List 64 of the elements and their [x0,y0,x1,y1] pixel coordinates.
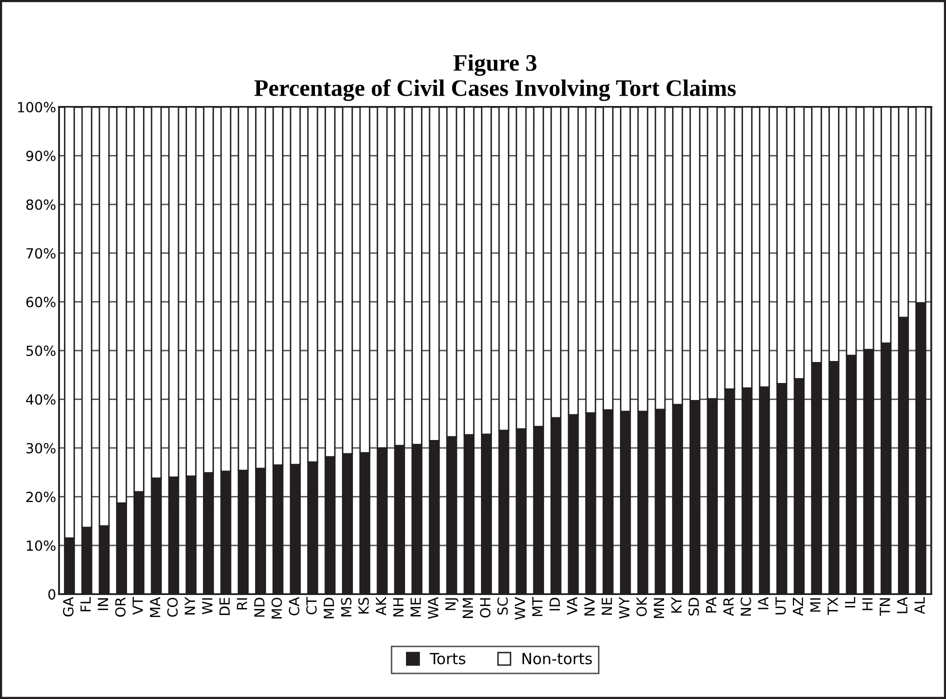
x-tick-label: IN [98,598,108,610]
y-tick-label: 70% [26,248,56,259]
x-tick-label: MA [150,597,160,618]
y-tick-label: 80% [26,199,56,210]
x-tick-label: CT [306,596,317,614]
legend-label: Non-torts [522,653,592,664]
x-tick-label: NC [740,598,752,616]
x-tick-label: OR [115,597,126,617]
x-tick-label: AR [723,597,734,616]
x-tick-label: ND [254,598,264,617]
x-tick-label: TX [828,597,838,615]
x-tick-label: PA [706,597,716,613]
x-tick-label: VA [567,597,578,615]
x-tick-label: SC [497,598,508,615]
x-tick-label: NE [602,598,612,615]
y-tick-label: 100% [18,102,56,112]
x-tick-label: MO [271,598,282,618]
x-tick-label: MT [532,596,542,616]
y-tick-label: 60% [26,296,56,308]
x-tick-label: AZ [792,598,804,616]
x-tick-label: CO [167,598,178,617]
y-tick-label: 10% [26,540,56,551]
x-tick-label: WY [619,596,630,619]
x-tick-label: GA [62,597,74,616]
y-tick-label: 50% [26,346,56,356]
x-tick-label: DE [220,598,230,616]
x-tick-label: TN [880,598,890,616]
x-tick-label: KY [671,596,682,613]
y-tick-label: 90% [26,150,56,162]
y-tick-label: 20% [26,492,56,502]
y-tick-label: 40% [26,394,56,405]
chart-title: Figure 3 Percentage of Civil Cases Involving Tort Claims [254,54,736,102]
x-tick-label: AL [914,597,925,614]
x-tick-label: ME [410,598,421,616]
y-tick-label: 30% [26,442,56,454]
x-tick-label: OH [480,598,490,618]
x-tick-label: LA [897,597,908,614]
x-tick-label: CA [288,597,300,616]
x-tick-label: IL [845,597,856,608]
x-tick-label: FL [80,597,91,612]
x-tick-label: NJ [445,598,458,610]
y-tick-label: 0 [48,589,56,600]
x-tick-label: NM [462,598,473,618]
x-tick-label: WI [202,598,212,614]
x-tick-label: MS [340,598,352,616]
x-tick-label: OK [636,596,647,616]
x-tick-label: MN [654,598,664,618]
x-tick-label: HI [862,598,873,610]
x-tick-label: IA [758,597,768,610]
x-tick-label: UT [776,596,786,614]
x-tick-label: WV [514,597,526,620]
x-tick-label: MI [810,598,820,612]
x-tick-label: MD [324,598,334,618]
x-tick-label: NV [584,597,595,616]
x-tick-label: KS [358,598,369,614]
x-tick-label: AK [376,596,386,616]
x-tick-label: WA [428,597,438,619]
x-tick-label: NY [184,596,195,614]
x-tick-label: ID [550,598,560,610]
x-tick-label: SD [688,598,699,616]
x-tick-label: NH [393,598,404,616]
x-tick-label: RI [236,598,248,610]
x-tick-label: VT [132,596,143,615]
legend-label: Torts [430,653,466,664]
